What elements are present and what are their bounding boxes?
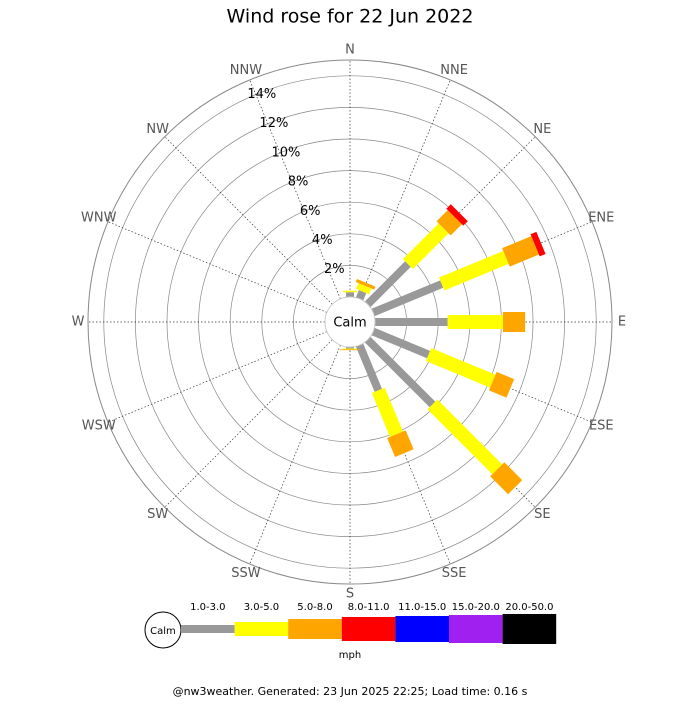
r-tick-label: 4% [312,233,333,248]
direction-label: NE [533,122,551,137]
chart-title: Wind rose for 22 Jun 2022 [227,6,474,28]
direction-label: SW [147,507,168,522]
direction-label: E [618,315,626,330]
direction-label: NNW [230,63,262,78]
spoke [107,331,328,423]
legend-label: 11.0-15.0 [398,602,446,613]
legend-swatch [502,614,557,644]
bar-segment [343,290,357,293]
direction-label: ENE [588,210,614,225]
bar-segment [346,347,354,349]
bar-segment [356,283,372,295]
direction-label: NNE [440,63,468,78]
bar-segment [488,371,515,398]
bar-segment [427,399,503,475]
direction-label: WNW [81,210,117,225]
direction-label: WSW [82,419,116,434]
spoke [249,344,341,565]
r-tick-label: 10% [272,145,301,160]
direction-label: N [345,43,355,58]
bar-segment [490,462,523,495]
bar-segment [530,231,546,257]
legend-swatch [181,625,235,633]
legend-label: 15.0-20.0 [452,602,500,613]
unit-label: mph [339,650,361,661]
direction-label: NW [146,122,169,137]
legend-label: 20.0-50.0 [505,602,553,613]
spoke [164,339,333,508]
legend-swatch [234,622,289,636]
r-tick-label: 12% [259,116,288,131]
bar-segment [387,430,414,457]
spoke [249,79,341,300]
bar-segment [364,261,411,308]
legend-label: 1.0-3.0 [190,602,225,613]
spoke [107,221,328,313]
calm-label: Calm [333,316,366,331]
r-tick-label: 6% [300,204,321,219]
legend-label: 5.0-8.0 [297,602,332,613]
legend-label: 3.0-5.0 [244,602,279,613]
direction-label: S [346,587,354,602]
calm-circle [324,296,376,348]
bar-segment [447,315,503,329]
legend-swatch [449,615,503,643]
bar-segment [371,387,403,437]
bar-segment [375,318,448,326]
direction-label: W [72,315,85,330]
r-tick-label: 14% [247,87,276,102]
bar-segment [436,210,462,236]
bar-segment [355,290,367,301]
bar-segment [371,280,444,317]
bar-segment [446,204,468,226]
r-tick-label: 8% [288,175,309,190]
legend-swatch [395,616,449,642]
bar-segment [502,312,526,332]
spoke [164,136,333,305]
legend-calm-label: Calm [150,626,176,637]
bar-segment [364,336,436,408]
bar-segment [355,279,376,290]
direction-label: ESE [589,419,614,434]
outer-ring [87,59,613,585]
direction-label: SSW [231,566,261,581]
legend-swatch [341,617,396,641]
bar-segment [502,236,539,267]
bar-segment [340,349,360,351]
bars [340,204,546,495]
direction-label: SSE [442,566,467,581]
bar-segment [439,250,509,291]
legend-label: 8.0-11.0 [348,602,390,613]
spoke [359,79,451,300]
bar-segment [371,327,431,359]
legend: Calm mph 1.0-3.0 3.0-5.0 5.0-8.0 8.0-11.0 11… [144,602,557,661]
bar-segment [346,292,354,297]
bar-segment [355,343,383,392]
legend-swatch [288,619,342,639]
footer: @nw3weather. Generated: 23 Jun 2025 22:2… [173,685,528,698]
r-tick-label: 2% [324,262,345,277]
bar-segment [402,223,449,270]
direction-label: SE [534,507,550,522]
bar-segment [425,348,496,388]
bar-segment [343,348,357,350]
